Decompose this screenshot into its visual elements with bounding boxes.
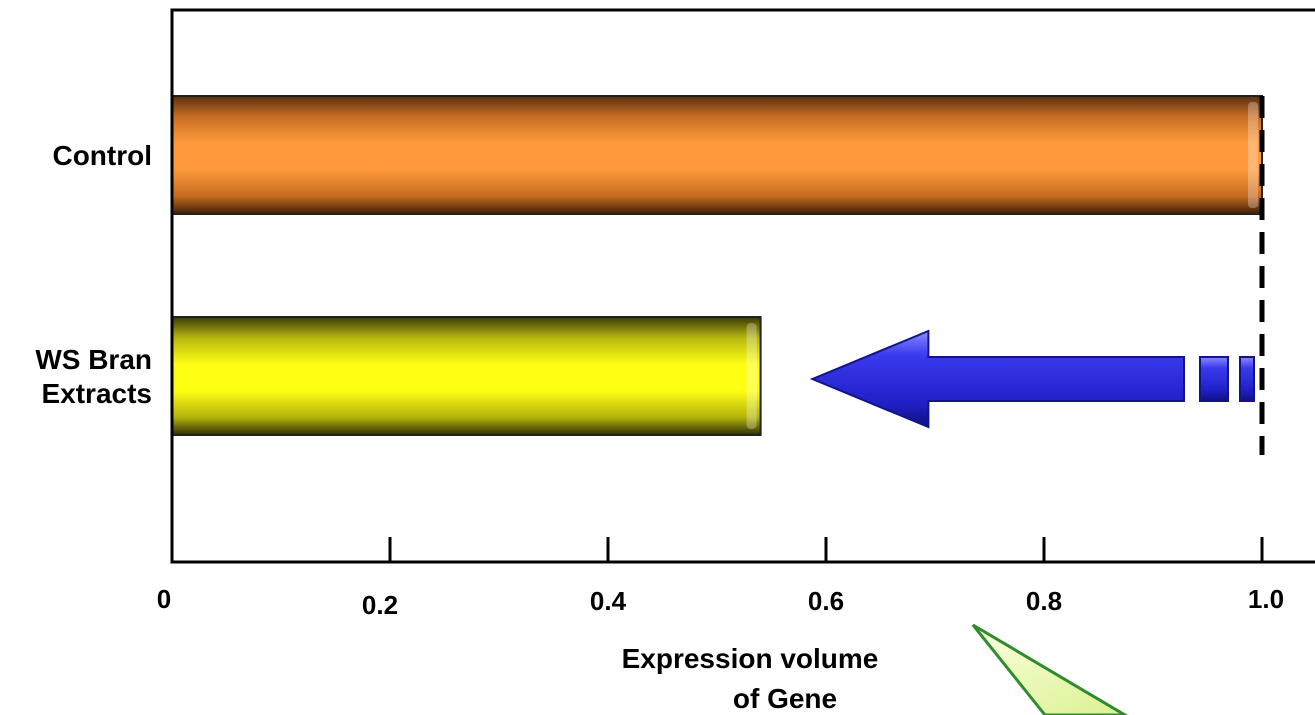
x-tick-label: 0.2 (362, 590, 398, 620)
x-tick-label: 1.0 (1248, 584, 1284, 614)
x-tick-label: 0.8 (1026, 586, 1062, 616)
callout-shape (971, 623, 1128, 715)
labels-layer: 0 0.2 0.4 0.6 0.8 1.0 Control WS Bran Extracts Ex… (35, 140, 1284, 714)
arrow-body (809, 329, 1185, 429)
x-tick-label: 0.6 (808, 586, 844, 616)
category-label: WS Bran Extracts (35, 344, 152, 409)
bar-0-bevel (1248, 102, 1258, 208)
axes-layer (170, 8, 1315, 564)
arrow-tail-segment-1 (1239, 356, 1255, 402)
bar-0 (171, 95, 1263, 215)
bar-1-bevel (746, 323, 757, 429)
category-label: Control (52, 140, 152, 171)
x-tick-label: 0.4 (590, 586, 627, 616)
bar-1 (171, 316, 762, 436)
x-axis-label: Expression volume of Gene (622, 643, 879, 714)
axes-frame (170, 8, 1315, 564)
arrow-tail-segment-0 (1199, 356, 1229, 402)
arrow-layer (809, 329, 1255, 429)
bars-layer (171, 95, 1265, 455)
x-tick-label: 0 (157, 584, 171, 614)
decoration-layer (971, 623, 1128, 715)
